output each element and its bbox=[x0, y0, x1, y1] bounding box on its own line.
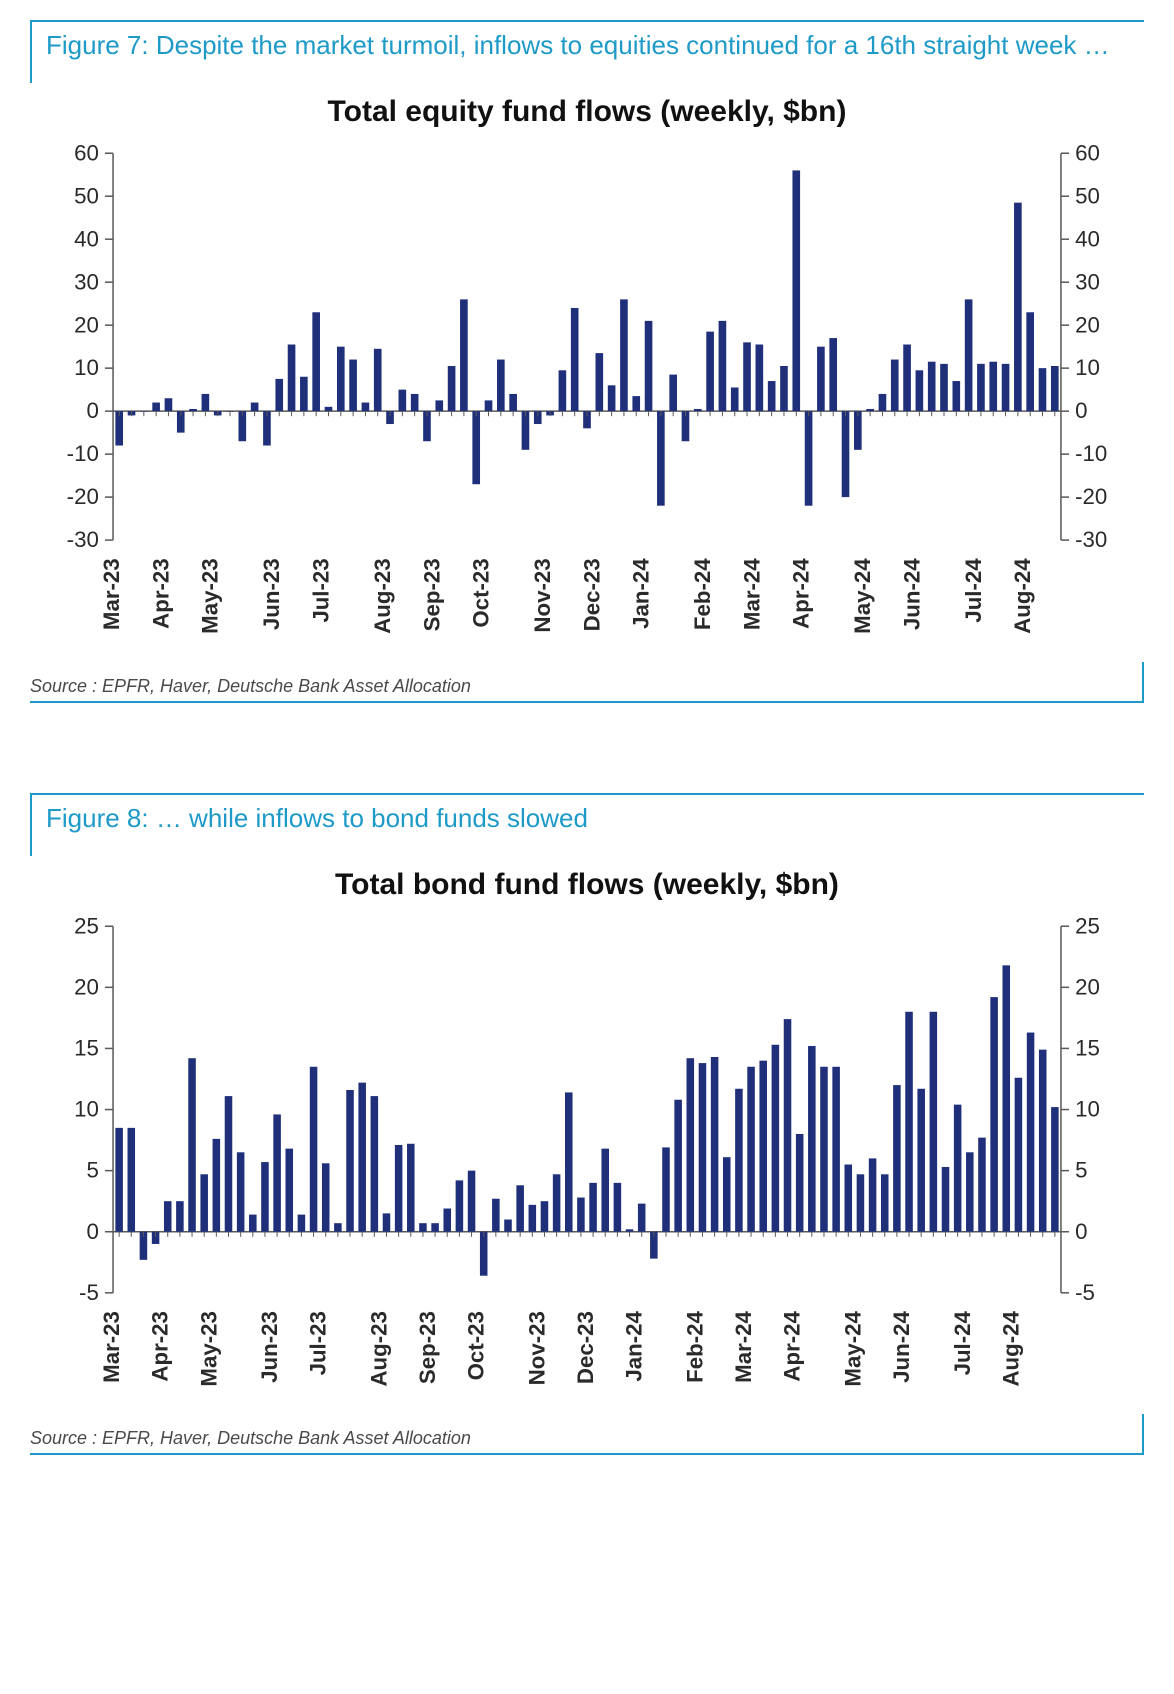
svg-text:May-24: May-24 bbox=[850, 558, 875, 634]
svg-text:May-23: May-23 bbox=[198, 558, 223, 634]
svg-text:Dec-23: Dec-23 bbox=[573, 1311, 598, 1384]
svg-text:Feb-24: Feb-24 bbox=[690, 558, 715, 630]
svg-text:-20: -20 bbox=[1075, 484, 1107, 509]
svg-text:Oct-23: Oct-23 bbox=[469, 558, 494, 627]
svg-text:Mar-23: Mar-23 bbox=[99, 1311, 124, 1383]
bond-chart-svg: -5 -5 0 0 5 5 10 10 15 15 20 20 25 25 Mar-23 Apr-23 May-… bbox=[30, 908, 1144, 1414]
svg-text:Apr-24: Apr-24 bbox=[789, 558, 814, 629]
svg-text:-20: -20 bbox=[67, 484, 99, 509]
svg-text:Nov-23: Nov-23 bbox=[530, 558, 555, 632]
svg-text:0: 0 bbox=[1075, 398, 1087, 423]
svg-text:Aug-23: Aug-23 bbox=[370, 558, 395, 633]
svg-text:Oct-23: Oct-23 bbox=[464, 1311, 489, 1380]
svg-text:Jul-23: Jul-23 bbox=[306, 1311, 331, 1375]
svg-text:0: 0 bbox=[1075, 1219, 1087, 1244]
svg-text:30: 30 bbox=[74, 269, 99, 294]
svg-text:Aug-24: Aug-24 bbox=[998, 1310, 1023, 1386]
svg-text:10: 10 bbox=[1075, 355, 1100, 380]
svg-text:10: 10 bbox=[1075, 1096, 1100, 1121]
svg-text:Sep-23: Sep-23 bbox=[419, 558, 444, 631]
svg-text:25: 25 bbox=[1075, 913, 1100, 938]
svg-text:5: 5 bbox=[1075, 1158, 1087, 1183]
svg-text:Jun-23: Jun-23 bbox=[257, 1311, 282, 1383]
svg-text:0: 0 bbox=[86, 1219, 98, 1244]
figure-8-block: Figure 8: … while inflows to bond funds … bbox=[30, 793, 1144, 1455]
svg-text:40: 40 bbox=[74, 226, 99, 251]
svg-text:Jul-23: Jul-23 bbox=[308, 558, 333, 622]
svg-text:-5: -5 bbox=[79, 1280, 99, 1305]
equity-chart-svg: -30 -30 -20 -20 -10 -10 0 0 10 10 20 20 30 30 40 40 50 50… bbox=[30, 135, 1144, 662]
svg-text:Aug-23: Aug-23 bbox=[366, 1311, 391, 1386]
svg-text:Jan-24: Jan-24 bbox=[629, 558, 654, 629]
svg-text:-10: -10 bbox=[67, 441, 99, 466]
figure-8-source: Source : EPFR, Haver, Deutsche Bank Asse… bbox=[30, 1414, 1144, 1455]
svg-text:50: 50 bbox=[1075, 183, 1100, 208]
svg-text:Feb-24: Feb-24 bbox=[682, 1310, 707, 1382]
figure-7-block: Figure 7: Despite the market turmoil, in… bbox=[30, 20, 1144, 703]
svg-text:Apr-23: Apr-23 bbox=[148, 558, 173, 629]
svg-text:Mar-23: Mar-23 bbox=[99, 558, 124, 630]
svg-text:15: 15 bbox=[74, 1035, 99, 1060]
svg-text:Jun-23: Jun-23 bbox=[259, 558, 284, 630]
svg-text:May-23: May-23 bbox=[196, 1311, 221, 1386]
svg-text:Sep-23: Sep-23 bbox=[415, 1311, 440, 1384]
svg-text:Nov-23: Nov-23 bbox=[524, 1311, 549, 1385]
figure-7-chart: -30 -30 -20 -20 -10 -10 0 0 10 10 20 20 30 30 40 40 50 50… bbox=[30, 135, 1144, 662]
svg-text:-5: -5 bbox=[1075, 1280, 1095, 1305]
svg-text:30: 30 bbox=[1075, 269, 1100, 294]
svg-text:Dec-23: Dec-23 bbox=[579, 558, 604, 631]
svg-text:25: 25 bbox=[74, 913, 99, 938]
figure-8-chart-title: Total bond fund flows (weekly, $bn) bbox=[30, 868, 1144, 902]
svg-text:-30: -30 bbox=[1075, 527, 1107, 552]
svg-text:5: 5 bbox=[86, 1158, 98, 1183]
figure-7-chart-title: Total equity fund flows (weekly, $bn) bbox=[30, 95, 1144, 129]
figure-7-caption: Figure 7: Despite the market turmoil, in… bbox=[30, 20, 1144, 83]
svg-text:-30: -30 bbox=[67, 527, 99, 552]
svg-text:Mar-24: Mar-24 bbox=[731, 1310, 756, 1382]
svg-text:50: 50 bbox=[74, 183, 99, 208]
svg-text:Jul-24: Jul-24 bbox=[950, 1310, 975, 1375]
figure-7-source: Source : EPFR, Haver, Deutsche Bank Asse… bbox=[30, 662, 1144, 703]
svg-text:60: 60 bbox=[74, 140, 99, 165]
svg-text:60: 60 bbox=[1075, 140, 1100, 165]
svg-text:20: 20 bbox=[74, 312, 99, 337]
figure-8-chart: -5 -5 0 0 5 5 10 10 15 15 20 20 25 25 Mar-23 Apr-23 May-… bbox=[30, 908, 1144, 1414]
svg-text:May-24: May-24 bbox=[840, 1310, 865, 1386]
svg-text:Jul-24: Jul-24 bbox=[961, 558, 986, 623]
svg-text:Jun-24: Jun-24 bbox=[889, 1310, 914, 1382]
svg-text:20: 20 bbox=[1075, 974, 1100, 999]
svg-text:40: 40 bbox=[1075, 226, 1100, 251]
svg-text:10: 10 bbox=[74, 355, 99, 380]
svg-text:10: 10 bbox=[74, 1096, 99, 1121]
svg-text:0: 0 bbox=[86, 398, 98, 423]
svg-text:Jan-24: Jan-24 bbox=[622, 1310, 647, 1381]
svg-text:Aug-24: Aug-24 bbox=[1010, 558, 1035, 634]
svg-text:15: 15 bbox=[1075, 1035, 1100, 1060]
figure-8-caption: Figure 8: … while inflows to bond funds … bbox=[30, 793, 1144, 856]
svg-text:20: 20 bbox=[1075, 312, 1100, 337]
page: Figure 7: Despite the market turmoil, in… bbox=[0, 0, 1174, 1585]
svg-text:Apr-24: Apr-24 bbox=[780, 1310, 805, 1381]
svg-text:Jun-24: Jun-24 bbox=[899, 558, 924, 630]
svg-text:Apr-23: Apr-23 bbox=[148, 1311, 173, 1382]
svg-text:-10: -10 bbox=[1075, 441, 1107, 466]
svg-text:20: 20 bbox=[74, 974, 99, 999]
svg-text:Mar-24: Mar-24 bbox=[739, 558, 764, 630]
